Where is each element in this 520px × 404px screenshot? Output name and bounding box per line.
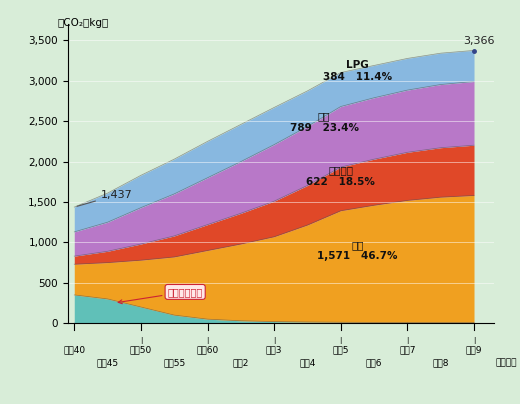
Text: 平成5: 平成5 [332,345,349,354]
Text: |: | [473,337,475,344]
Text: 昭和50: 昭和50 [130,345,152,354]
Text: 昭和40: 昭和40 [63,345,85,354]
Text: |: | [406,337,409,344]
Text: 平成8: 平成8 [433,358,449,367]
Text: 灯油
789   23.4%: 灯油 789 23.4% [290,111,359,133]
Text: 都市ガス
622   18.5%: 都市ガス 622 18.5% [306,165,375,187]
Text: |: | [273,337,275,344]
Text: 平成4: 平成4 [300,358,316,367]
Text: |: | [140,337,142,344]
Text: 石炭・その他: 石炭・その他 [118,287,203,304]
Text: |: | [206,337,209,344]
Text: 平成6: 平成6 [366,358,382,367]
Text: 平成2: 平成2 [232,358,249,367]
Text: LPG
384   11.4%: LPG 384 11.4% [323,60,392,82]
Text: |: | [340,337,342,344]
Text: （CO₂・kg）: （CO₂・kg） [58,18,109,28]
Text: 昭和55: 昭和55 [163,358,185,367]
Text: 平成7: 平成7 [399,345,415,354]
Text: 電気
1,571   46.7%: 電気 1,571 46.7% [317,240,398,261]
Text: 昭和45: 昭和45 [97,358,119,367]
Text: 平成3: 平成3 [266,345,282,354]
Text: 3,366: 3,366 [463,36,495,46]
Text: 昭和60: 昭和60 [197,345,218,354]
Text: （年度）: （年度） [496,358,517,367]
Text: 1,437: 1,437 [77,190,133,206]
Text: 平成9: 平成9 [466,345,482,354]
